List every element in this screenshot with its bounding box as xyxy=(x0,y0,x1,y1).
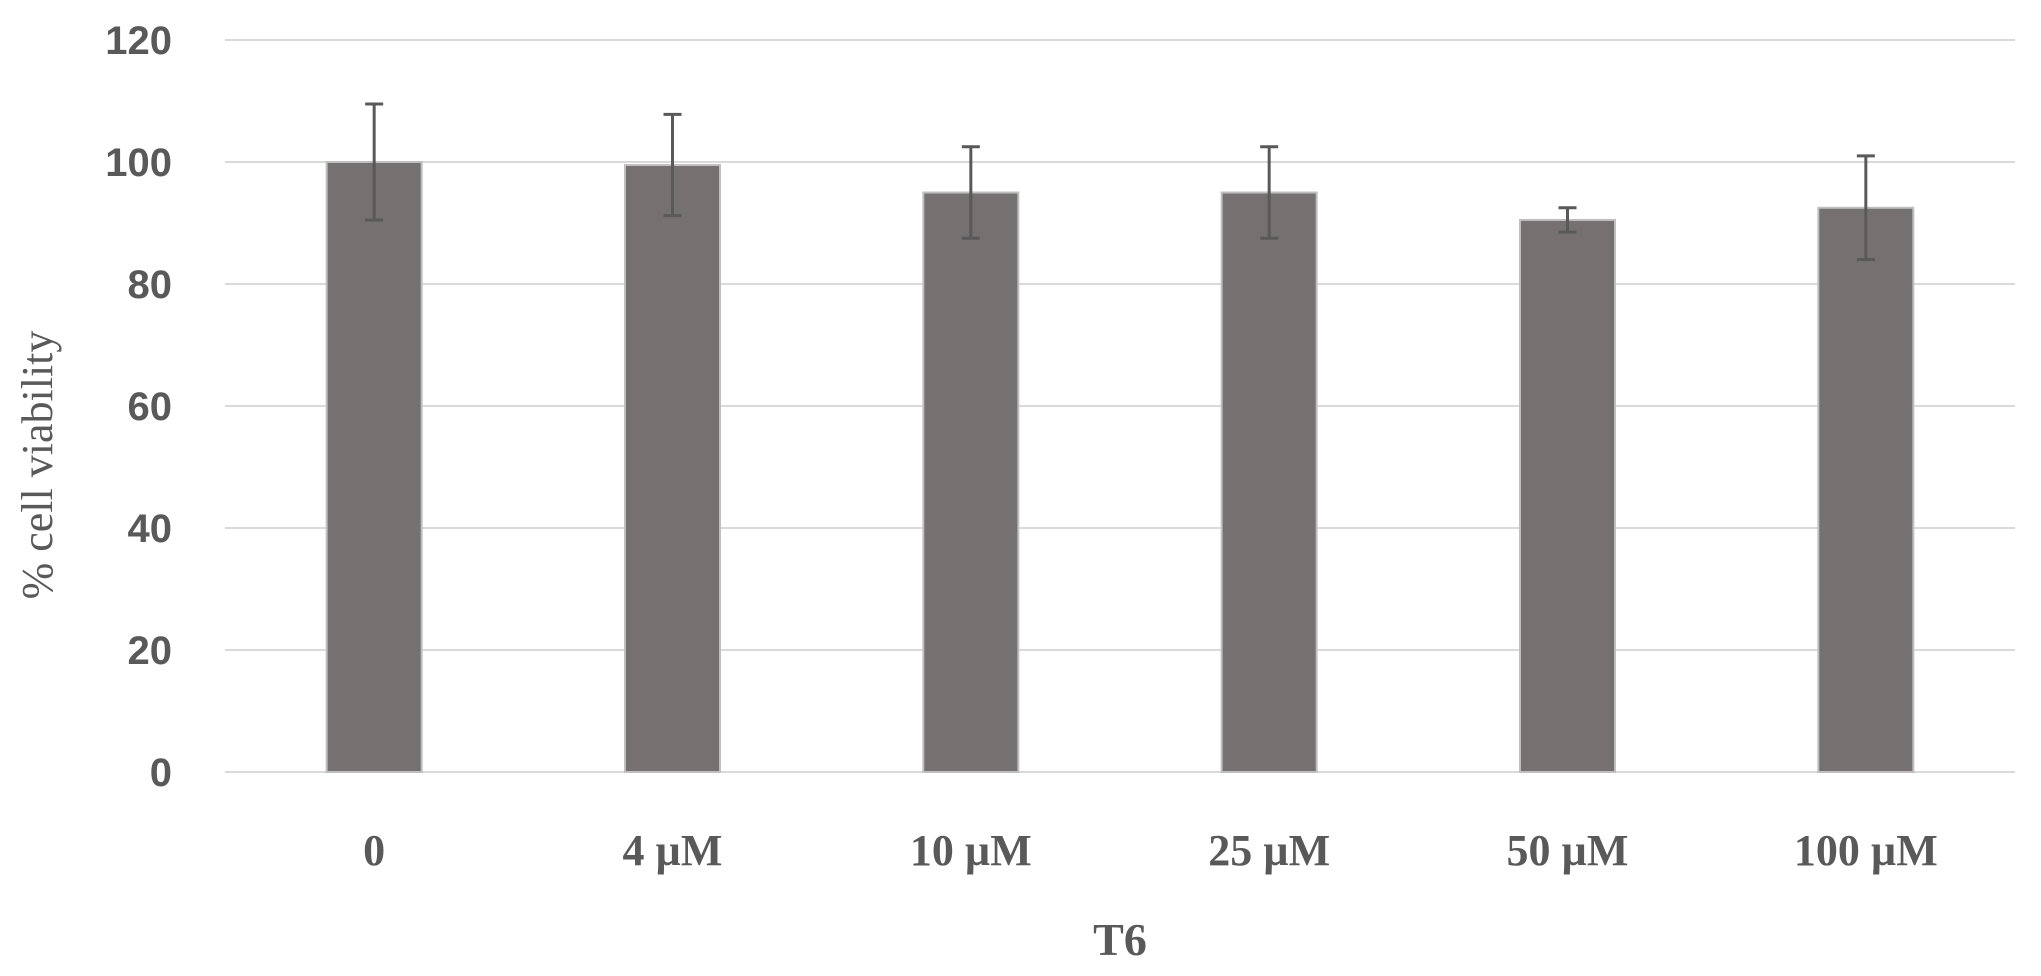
x-tick-labels: 0 4 µM 10 µM 25 µM 50 µM 100 µM xyxy=(363,826,1938,875)
bar xyxy=(624,164,721,774)
y-tick-label: 0 xyxy=(150,751,172,795)
y-tick-label: 20 xyxy=(128,629,173,673)
y-tick-label: 100 xyxy=(105,141,172,185)
y-tick-label: 60 xyxy=(128,385,173,429)
bar xyxy=(1817,206,1915,773)
x-tick-label: 50 µM xyxy=(1507,826,1629,875)
x-tick-label: 4 µM xyxy=(623,826,723,875)
error-bar xyxy=(663,112,682,218)
error-bars xyxy=(365,102,1875,262)
error-bar xyxy=(1260,145,1279,240)
bar xyxy=(325,161,423,773)
x-tick-label: 25 µM xyxy=(1208,826,1330,875)
y-tick-label: 80 xyxy=(128,263,173,307)
error-bar xyxy=(365,102,384,222)
y-tick-labels: 0 20 40 60 80 100 120 xyxy=(105,19,172,795)
error-bar xyxy=(1558,206,1577,234)
y-tick-label: 40 xyxy=(128,507,173,551)
y-tick-label: 120 xyxy=(105,19,172,63)
x-tick-label: 0 xyxy=(363,826,385,875)
bar xyxy=(1220,191,1318,773)
error-bar xyxy=(1856,154,1875,262)
y-axis-title: % cell viability xyxy=(13,331,62,600)
gridlines xyxy=(225,39,2015,773)
x-axis-title: T6 xyxy=(1093,914,1147,965)
bar xyxy=(1519,218,1616,773)
error-bar xyxy=(961,145,980,240)
bars xyxy=(325,161,1915,774)
x-tick-label: 100 µM xyxy=(1794,826,1938,875)
x-tick-label: 10 µM xyxy=(910,826,1032,875)
bar xyxy=(922,191,1020,773)
